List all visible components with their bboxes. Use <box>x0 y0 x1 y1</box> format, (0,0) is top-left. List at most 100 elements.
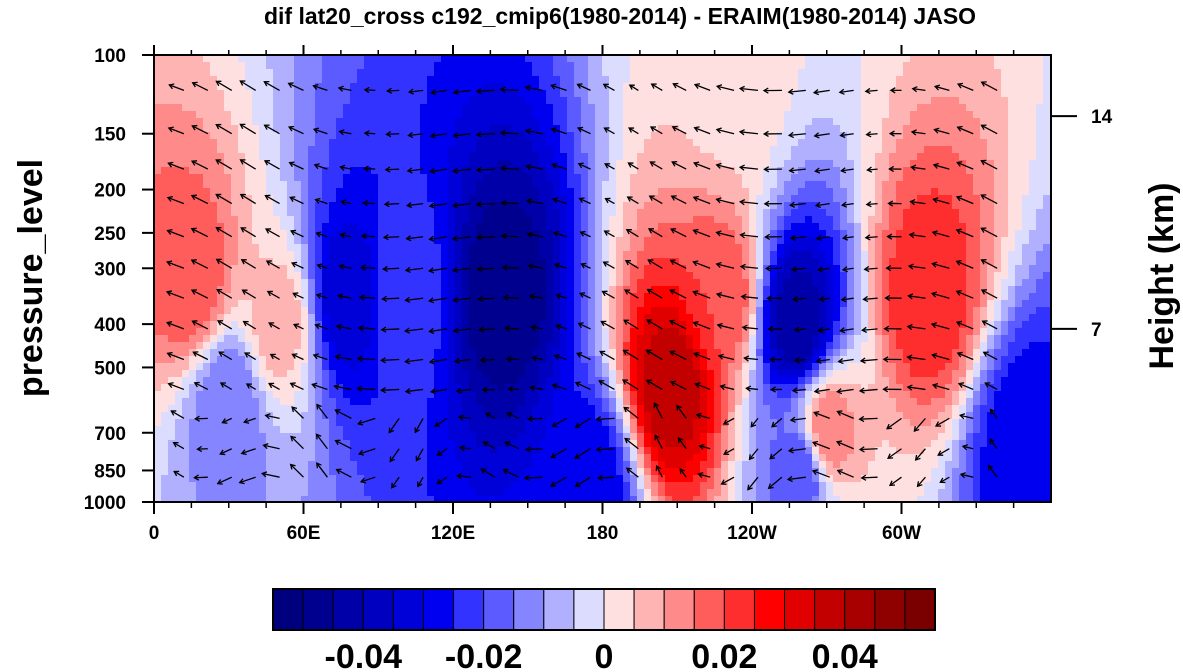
field-cell <box>672 216 680 224</box>
field-cell <box>644 139 652 147</box>
field-cell <box>280 496 288 503</box>
field-cell <box>399 265 407 273</box>
field-cell <box>560 468 568 476</box>
field-cell <box>455 314 463 322</box>
field-cell <box>483 475 491 483</box>
field-cell <box>350 482 358 490</box>
field-cell <box>392 377 400 385</box>
field-cell <box>679 335 687 343</box>
field-cell <box>630 272 638 280</box>
field-cell <box>357 307 365 315</box>
field-cell <box>518 209 526 217</box>
field-cell <box>357 454 365 462</box>
field-cell <box>294 363 302 371</box>
field-cell <box>182 265 190 273</box>
field-cell <box>161 314 169 322</box>
field-cell <box>483 363 491 371</box>
field-cell <box>308 356 316 364</box>
field-cell <box>259 475 267 483</box>
field-cell <box>490 349 498 357</box>
field-cell <box>154 307 162 315</box>
field-cell <box>399 475 407 483</box>
field-cell <box>434 230 442 238</box>
field-cell <box>574 279 582 287</box>
field-cell <box>518 447 526 455</box>
field-cell <box>686 118 694 126</box>
field-cell <box>686 160 694 168</box>
field-cell <box>420 426 428 434</box>
field-cell <box>294 111 302 119</box>
field-cell <box>616 104 624 112</box>
field-cell <box>217 335 225 343</box>
field-cell <box>441 223 449 231</box>
field-cell <box>322 251 330 259</box>
field-cell <box>602 370 610 378</box>
field-cell <box>595 496 603 503</box>
field-cell <box>329 272 337 280</box>
field-cell <box>322 69 330 77</box>
field-cell <box>350 461 358 469</box>
field-cell <box>294 370 302 378</box>
field-cell <box>210 440 218 448</box>
field-cell <box>196 384 204 392</box>
field-cell <box>329 216 337 224</box>
field-cell <box>553 384 561 392</box>
field-cell <box>630 209 638 217</box>
field-cell <box>574 111 582 119</box>
field-cell <box>322 104 330 112</box>
field-cell <box>161 363 169 371</box>
field-cell <box>630 69 638 77</box>
field-cell <box>273 279 281 287</box>
field-cell <box>371 370 379 378</box>
field-cell <box>301 216 309 224</box>
field-cell <box>532 468 540 476</box>
field-cell <box>588 153 596 161</box>
field-cell <box>574 272 582 280</box>
field-cell <box>623 307 631 315</box>
field-cell <box>462 286 470 294</box>
field-cell <box>469 447 477 455</box>
field-cell <box>231 426 239 434</box>
field-cell <box>595 328 603 336</box>
field-cell <box>595 489 603 497</box>
field-cell <box>448 83 456 91</box>
field-cell <box>539 307 547 315</box>
field-cell <box>294 90 302 98</box>
field-cell <box>217 83 225 91</box>
field-cell <box>504 433 512 441</box>
field-cell <box>504 496 512 503</box>
field-cell <box>588 202 596 210</box>
field-cell <box>553 398 561 406</box>
field-cell <box>553 139 561 147</box>
field-cell <box>238 398 246 406</box>
field-cell <box>378 286 386 294</box>
field-cell <box>245 440 253 448</box>
field-cell <box>539 97 547 105</box>
field-cell <box>553 69 561 77</box>
field-cell <box>154 258 162 266</box>
field-cell <box>581 377 589 385</box>
field-cell <box>238 167 246 175</box>
field-cell <box>161 321 169 329</box>
field-cell <box>476 349 484 357</box>
field-cell <box>364 202 372 210</box>
field-cell <box>693 97 701 105</box>
field-cell <box>406 90 414 98</box>
field-cell <box>567 76 575 84</box>
field-cell <box>294 188 302 196</box>
field-cell <box>483 111 491 119</box>
field-cell <box>406 419 414 427</box>
field-cell <box>385 454 393 462</box>
field-cell <box>539 272 547 280</box>
field-cell <box>483 62 491 70</box>
field-cell <box>567 419 575 427</box>
field-cell <box>630 384 638 392</box>
field-cell <box>315 391 323 399</box>
field-cell <box>434 454 442 462</box>
field-cell <box>287 279 295 287</box>
field-cell <box>329 286 337 294</box>
field-cell <box>245 433 253 441</box>
field-cell <box>259 412 267 420</box>
field-cell <box>322 83 330 91</box>
field-cell <box>665 76 673 84</box>
